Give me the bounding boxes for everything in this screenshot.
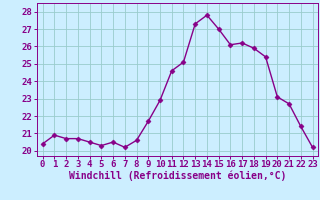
X-axis label: Windchill (Refroidissement éolien,°C): Windchill (Refroidissement éolien,°C) bbox=[69, 171, 286, 181]
